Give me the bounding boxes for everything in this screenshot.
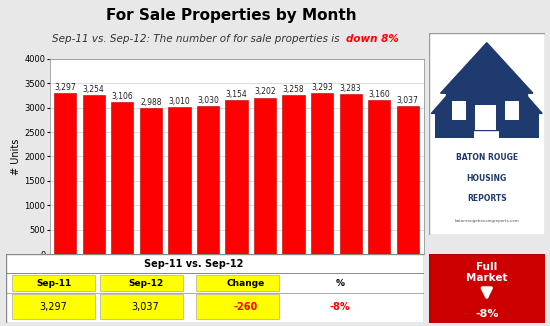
Bar — [54, 93, 76, 254]
Text: For Sale Properties by Month: For Sale Properties by Month — [106, 8, 356, 23]
Bar — [434, 110, 474, 138]
Bar — [339, 94, 362, 254]
Text: 3,030: 3,030 — [197, 96, 219, 105]
Text: 3,258: 3,258 — [283, 85, 304, 94]
Bar — [311, 93, 333, 254]
Text: 3,010: 3,010 — [168, 97, 190, 106]
Text: Sep-11 vs. Sep-12: The number of for sale properties is: Sep-11 vs. Sep-12: The number of for sal… — [52, 34, 343, 44]
Bar — [100, 275, 183, 290]
Bar — [499, 110, 539, 138]
Text: -8%: -8% — [475, 309, 498, 319]
Y-axis label: # Units: # Units — [12, 138, 21, 175]
Bar — [505, 101, 519, 120]
Bar — [196, 275, 279, 290]
Text: Sep-11 vs. Sep-12: Sep-11 vs. Sep-12 — [144, 259, 243, 269]
Text: -8%: -8% — [329, 302, 350, 312]
Bar — [196, 294, 279, 319]
Text: Market: Market — [466, 273, 508, 283]
Text: 3,037: 3,037 — [397, 96, 419, 105]
Text: 3,297: 3,297 — [54, 83, 76, 92]
Text: HOUSING: HOUSING — [466, 174, 507, 183]
Bar — [254, 98, 276, 254]
Text: %: % — [336, 278, 344, 288]
X-axis label: Sep-11 vs. Sep-12: Sep-11 vs. Sep-12 — [192, 270, 280, 280]
Text: down 8%: down 8% — [346, 34, 399, 44]
Bar — [397, 106, 419, 254]
Text: 2,988: 2,988 — [140, 98, 162, 107]
Text: batonrougehousingreports.com: batonrougehousingreports.com — [454, 218, 519, 223]
FancyArrowPatch shape — [482, 288, 491, 297]
Polygon shape — [496, 87, 542, 113]
Text: 3,293: 3,293 — [311, 83, 333, 92]
Bar — [368, 100, 390, 254]
Text: 3,202: 3,202 — [254, 87, 276, 96]
Bar — [12, 294, 95, 319]
Bar — [12, 275, 95, 290]
Bar — [100, 294, 183, 319]
Polygon shape — [431, 87, 477, 113]
Text: Sep-11: Sep-11 — [36, 278, 71, 288]
Text: Change: Change — [227, 278, 265, 288]
Bar — [475, 105, 496, 130]
Text: 3,254: 3,254 — [83, 85, 104, 94]
Bar — [82, 95, 105, 254]
Text: 3,160: 3,160 — [368, 90, 390, 98]
Text: Full: Full — [476, 261, 497, 272]
Bar — [452, 101, 466, 120]
Bar — [447, 89, 527, 130]
Text: 3,037: 3,037 — [131, 302, 159, 312]
Bar — [283, 95, 305, 254]
Text: Sep-12: Sep-12 — [128, 278, 163, 288]
Bar — [168, 107, 190, 254]
Text: 3,106: 3,106 — [112, 92, 133, 101]
Text: -260: -260 — [234, 302, 258, 312]
Text: REPORTS: REPORTS — [467, 194, 507, 203]
Text: BATON ROUGE: BATON ROUGE — [456, 154, 518, 162]
Text: 3,283: 3,283 — [340, 83, 361, 93]
Bar — [111, 102, 134, 254]
Text: 3,297: 3,297 — [40, 302, 68, 312]
Bar — [226, 100, 248, 254]
Bar — [197, 106, 219, 254]
Bar — [140, 108, 162, 254]
Polygon shape — [441, 43, 533, 93]
Text: 3,154: 3,154 — [226, 90, 248, 99]
